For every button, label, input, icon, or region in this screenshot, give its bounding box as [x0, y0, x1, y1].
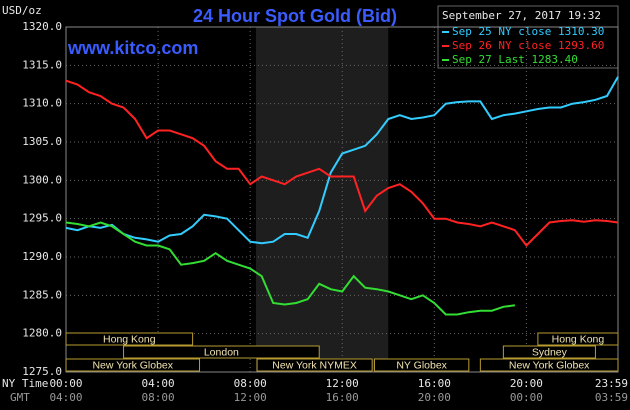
x-tick-label: 00:00 — [49, 377, 82, 390]
x2-tick-label: 04:00 — [49, 391, 82, 404]
x2-axis-label: GMT — [10, 391, 30, 404]
session-label: Hong Kong — [552, 333, 605, 345]
x-axis-label: NY Time — [2, 377, 48, 390]
x-tick-label: 12:00 — [326, 377, 359, 390]
x2-tick-label: 08:00 — [142, 391, 175, 404]
y-tick-label: 1320.0 — [22, 20, 62, 33]
x2-tick-label: 20:00 — [418, 391, 451, 404]
session-bar — [65, 332, 194, 346]
y-tick-label: 1310.0 — [22, 97, 62, 110]
x2-tick-label: 16:00 — [326, 391, 359, 404]
x-tick-label: 08:00 — [234, 377, 267, 390]
session-label: NY Globex — [396, 359, 447, 371]
legend-box — [437, 5, 619, 69]
session-bar — [65, 358, 201, 372]
session-bar — [537, 332, 619, 346]
timestamp: September 27, 2017 19:32 — [442, 9, 601, 22]
session-bar — [123, 345, 320, 359]
session-bar — [479, 358, 619, 372]
y-tick-label: 1295.0 — [22, 212, 62, 225]
session-label: New York Globex — [92, 359, 173, 371]
session-label: London — [204, 346, 239, 358]
plot-frame — [65, 26, 619, 373]
y-tick-label: 1290.0 — [22, 250, 62, 263]
x-tick-label: 04:00 — [142, 377, 175, 390]
y-axis-label: USD/oz — [2, 4, 42, 17]
x2-tick-label: 00:00 — [510, 391, 543, 404]
series-line — [65, 221, 516, 316]
series-line — [65, 79, 619, 248]
legend-label: Sep 26 NY close 1293.60 — [452, 39, 604, 52]
legend-label: Sep 27 Last 1283.40 — [452, 53, 578, 66]
session-label: Sydney — [532, 346, 568, 358]
y-tick-label: 1280.0 — [22, 327, 62, 340]
x2-tick-label: 03:59 — [595, 391, 628, 404]
y-tick-label: 1275.0 — [22, 365, 62, 378]
session-bar — [373, 358, 470, 372]
y-tick-label: 1285.0 — [22, 288, 62, 301]
site-label: www.kitco.com — [67, 38, 198, 58]
y-tick-label: 1315.0 — [22, 58, 62, 71]
x-tick-label: 20:00 — [510, 377, 543, 390]
x2-tick-label: 12:00 — [234, 391, 267, 404]
chart-title: 24 Hour Spot Gold (Bid) — [193, 6, 397, 26]
legend-label: Sep 25 NY close 1310.30 — [452, 25, 604, 38]
x-tick-label: 16:00 — [418, 377, 451, 390]
y-tick-label: 1300.0 — [22, 173, 62, 186]
series-line — [65, 76, 619, 245]
session-bar — [502, 345, 596, 359]
y-tick-label: 1305.0 — [22, 135, 62, 148]
x-tick-label: 23:59 — [595, 377, 628, 390]
session-label: New York Globex — [509, 359, 590, 371]
session-bar — [256, 358, 373, 372]
session-label: New York NYMEX — [272, 359, 357, 371]
session-label: Hong Kong — [103, 333, 156, 345]
